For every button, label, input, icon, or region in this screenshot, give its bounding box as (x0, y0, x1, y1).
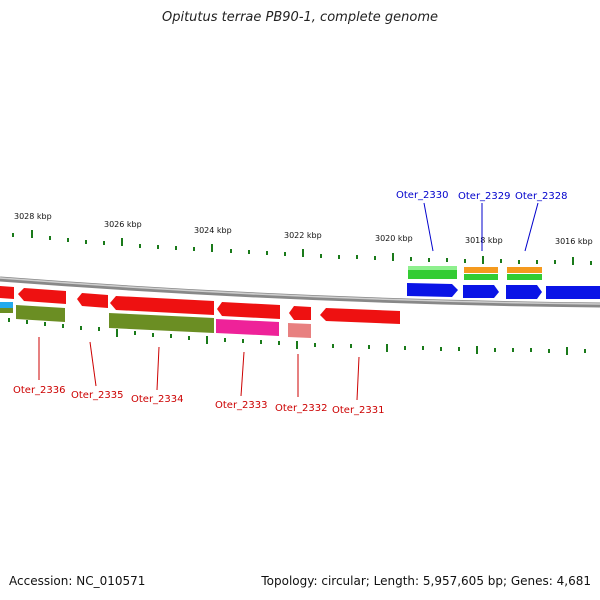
genome-summary-text: Topology: circular; Length: 5,957,605 bp… (261, 574, 591, 588)
cds-oter-2332[interactable] (289, 306, 311, 320)
gene-label[interactable]: Oter_2328 (515, 191, 568, 202)
reverse-gene-connectors (38, 337, 360, 401)
gene-label[interactable]: Oter_2335 (71, 390, 124, 401)
gene-label[interactable]: Oter_2330 (396, 190, 449, 201)
scale-label: 3020 kbp (375, 234, 413, 243)
gene-label[interactable]: Oter_2332 (275, 403, 328, 414)
cds-oter-2335[interactable] (77, 293, 108, 308)
scale-label: 3024 kbp (194, 226, 232, 235)
map-title: Opitutus terrae PB90-1, complete genome (161, 10, 439, 25)
scale-label: 3022 kbp (284, 231, 322, 240)
cds-oter-2328[interactable] (506, 285, 542, 299)
reverse-cds-track (0, 286, 400, 324)
cds-oter-2336[interactable] (18, 288, 66, 304)
cds-oter-2333[interactable] (217, 302, 280, 319)
reverse-cog-track (0, 302, 311, 338)
gene-label[interactable]: Oter_2331 (332, 405, 385, 416)
gene-label[interactable]: Oter_2333 (215, 400, 268, 411)
cds-oter-2329[interactable] (463, 285, 499, 298)
genome-backbone (0, 276, 600, 308)
cds-oter-2330[interactable] (407, 283, 458, 297)
gene-label[interactable]: Oter_2336 (13, 385, 66, 396)
upper-ticks (12, 230, 592, 265)
cds-next[interactable] (546, 286, 600, 299)
accession-text: Accession: NC_010571 (9, 574, 146, 588)
lower-ticks (8, 318, 586, 355)
scale-label: 3028 kbp (14, 212, 52, 221)
forward-cog-track (408, 266, 542, 280)
scale-label: 3016 kbp (555, 237, 593, 246)
scale-label: 3026 kbp (104, 220, 142, 229)
cds-oter-2331[interactable] (320, 308, 400, 324)
gene-label[interactable]: Oter_2329 (458, 191, 511, 202)
gene-label[interactable]: Oter_2334 (131, 394, 184, 405)
cds-oter-2334[interactable] (110, 296, 214, 315)
forward-cds-track (407, 283, 600, 299)
cds-edge-left[interactable] (0, 286, 14, 299)
scale-label: 3018 kbp (465, 236, 503, 245)
forward-gene-connectors (423, 202, 539, 252)
